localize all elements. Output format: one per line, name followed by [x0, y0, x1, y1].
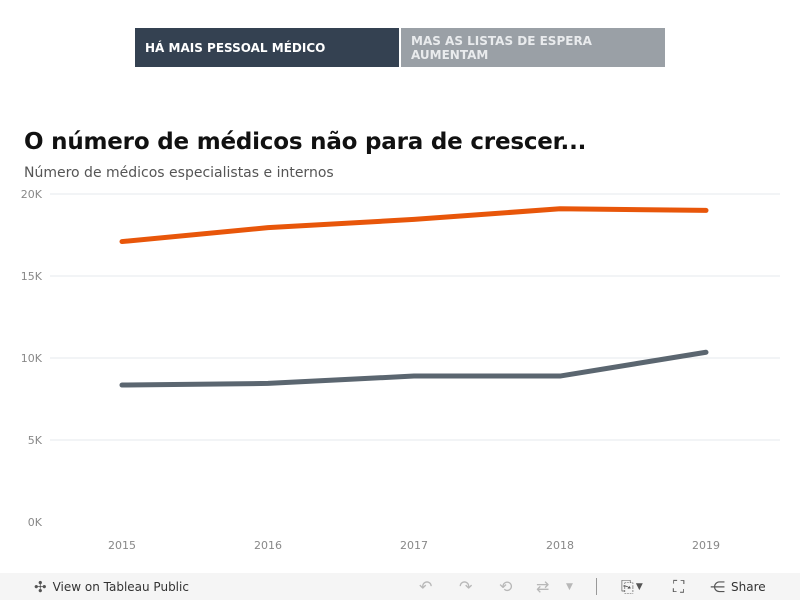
undo-icon[interactable]: ↶: [419, 577, 433, 596]
series-line-1: [119, 206, 709, 245]
x-tick-label: 2016: [254, 539, 282, 552]
tableau-icon: ✣: [34, 577, 47, 596]
fullscreen-icon[interactable]: ⛶: [673, 576, 685, 596]
x-tick-label: 2017: [400, 539, 428, 552]
pause-icon[interactable]: ▼: [566, 581, 573, 592]
x-tick-label: 2018: [546, 539, 574, 552]
chart-subtitle: Número de médicos especialistas e intern…: [24, 165, 334, 181]
toolbar-divider: [596, 578, 597, 595]
view-on-tableau-link[interactable]: ✣ View on Tableau Public: [34, 578, 189, 596]
tab-more-medical-staff[interactable]: HÁ MAIS PESSOAL MÉDICO: [135, 28, 399, 67]
chart-title: O número de médicos não para de crescer.…: [24, 129, 587, 155]
story-navigation: HÁ MAIS PESSOAL MÉDICO MAS AS LISTAS DE …: [135, 28, 665, 67]
line-chart: 0K 5K 10K 15K 20K 2015 2016 2017 2018 2019: [21, 188, 780, 552]
tableau-toolbar: ✣ View on Tableau Public ↶ ↷ ⟲ ⇄ ▼ ⎘ ▼ ⛶ …: [0, 573, 800, 600]
revert-icon[interactable]: ⟲: [499, 577, 513, 596]
series-line-2: [119, 349, 709, 388]
refresh-icon[interactable]: ⇄: [536, 577, 550, 596]
download-icon[interactable]: ⎘ ▼: [621, 576, 643, 596]
share-button[interactable]: ⋲ Share: [710, 573, 766, 600]
y-tick-label: 10K: [21, 352, 43, 365]
x-tick-label: 2019: [692, 539, 720, 552]
x-tick-label: 2015: [108, 539, 136, 552]
share-label: Share: [731, 579, 766, 594]
y-tick-label: 20K: [21, 188, 43, 201]
view-on-tableau-label: View on Tableau Public: [52, 579, 189, 594]
y-tick-label: 5K: [28, 434, 43, 447]
y-tick-label: 0K: [28, 516, 43, 529]
share-icon: ⋲: [710, 577, 725, 596]
redo-icon[interactable]: ↷: [459, 577, 473, 596]
tab-waiting-lists[interactable]: MAS AS LISTAS DE ESPERA AUMENTAM: [401, 28, 665, 67]
y-tick-label: 15K: [21, 270, 43, 283]
